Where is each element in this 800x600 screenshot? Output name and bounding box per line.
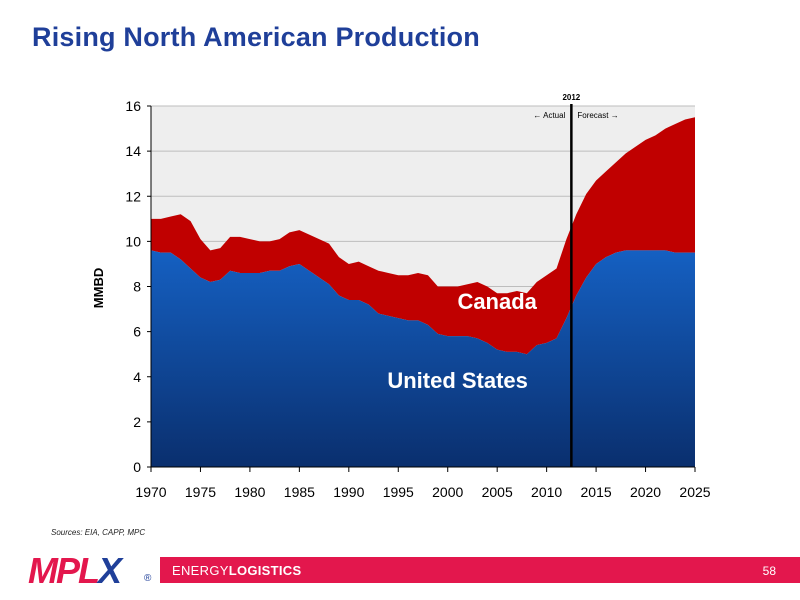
y-tick-label: 6 [133,324,141,340]
production-chart: 0 2 4 6 8 10 12 14 16 1970 1975 1980 1985 1990 1995 20… [91,93,711,500]
y-tick-label: 2 [133,414,141,430]
y-tick-label: 16 [125,98,141,114]
y-tick-label: 14 [125,143,141,159]
y-tick-label: 4 [133,369,141,385]
slide-title: Rising North American Production [32,22,480,52]
united-states-area [151,250,695,467]
sources-note: Sources: EIA, CAPP, MPC [51,528,146,537]
tagline-bold: LOGISTICS [228,563,302,578]
registered-mark: ® [144,573,152,584]
united-states-series-label: United States [387,368,528,393]
x-tick-label: 1980 [234,484,265,500]
mplx-logo: MPLX [28,550,122,591]
y-tick-label: 10 [125,233,141,249]
logo-text-a: MPL [28,550,100,591]
y-axis-label: MMBD [91,268,106,308]
x-tick-label: 2005 [482,484,513,500]
energy-logistics-tagline: ENERGYLOGISTICS [172,564,301,578]
footer-bar: MPLX ® ENERGYLOGISTICS 58 [0,551,800,591]
tagline-light: ENERGY [172,563,229,578]
footer-red-band [160,557,800,583]
divider-year-label: 2012 [562,93,580,102]
x-tick-label: 2020 [630,484,661,500]
x-tick-label: 2025 [679,484,710,500]
canada-area [151,117,695,355]
actual-label: ← Actual [533,111,565,120]
y-tick-labels: 0 2 4 6 8 10 12 14 16 [125,98,151,475]
x-tick-labels: 1970 1975 1980 1985 1990 1995 2000 2005 2010 2015… [135,467,711,500]
y-tick-label: 0 [133,459,141,475]
x-tick-label: 1975 [185,484,216,500]
x-tick-label: 2015 [581,484,612,500]
forecast-label: Forecast → [577,111,618,120]
x-tick-label: 2000 [432,484,463,500]
logo-text-b: X [98,550,122,591]
canada-series-label: Canada [457,289,537,314]
x-tick-label: 1970 [135,484,166,500]
y-tick-label: 12 [125,188,141,204]
y-tick-label: 8 [133,279,141,295]
x-tick-label: 1990 [333,484,364,500]
x-tick-label: 2010 [531,484,562,500]
page-number: 58 [762,564,776,578]
x-tick-label: 1985 [284,484,315,500]
x-tick-label: 1995 [383,484,414,500]
